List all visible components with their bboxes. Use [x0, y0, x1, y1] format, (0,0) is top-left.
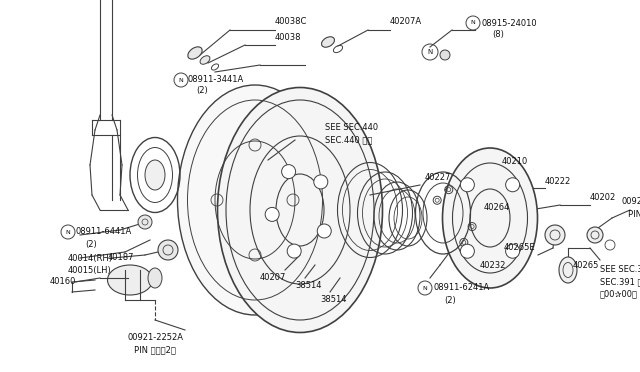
Text: 40015(LH): 40015(LH) — [68, 266, 112, 275]
Ellipse shape — [559, 257, 577, 283]
Circle shape — [440, 50, 450, 60]
Ellipse shape — [177, 85, 333, 315]
Text: N: N — [470, 20, 476, 26]
Text: N: N — [428, 49, 433, 55]
Circle shape — [460, 178, 474, 192]
Text: 38514: 38514 — [320, 295, 346, 305]
Circle shape — [506, 178, 520, 192]
Circle shape — [587, 227, 603, 243]
Circle shape — [158, 240, 178, 260]
Text: 40207A: 40207A — [390, 17, 422, 26]
Circle shape — [138, 215, 152, 229]
Text: 40038C: 40038C — [275, 17, 307, 26]
Text: 40264: 40264 — [484, 203, 510, 212]
Text: PIN ピン（2）: PIN ピン（2） — [628, 209, 640, 218]
Text: PIN ピン（2）: PIN ピン（2） — [134, 346, 176, 355]
Text: 00921-5402A: 00921-5402A — [622, 198, 640, 206]
Text: SEC.440 参照: SEC.440 参照 — [325, 135, 372, 144]
Text: 40160: 40160 — [50, 278, 76, 286]
Text: (2): (2) — [444, 295, 456, 305]
Ellipse shape — [148, 268, 162, 288]
Text: 40232: 40232 — [480, 260, 506, 269]
Ellipse shape — [108, 265, 152, 295]
Text: SEC.391 参照: SEC.391 参照 — [600, 278, 640, 286]
Text: 40227: 40227 — [425, 173, 451, 183]
Text: 00921-2252A: 00921-2252A — [127, 334, 183, 343]
Ellipse shape — [442, 148, 538, 288]
Text: (2): (2) — [196, 86, 208, 94]
Text: 40187: 40187 — [108, 253, 134, 263]
Text: N: N — [422, 285, 428, 291]
Circle shape — [460, 244, 474, 258]
Text: 40202: 40202 — [590, 193, 616, 202]
Circle shape — [317, 224, 332, 238]
Text: ・00✰00・: ・00✰00・ — [600, 289, 638, 298]
Ellipse shape — [321, 37, 335, 47]
Circle shape — [265, 208, 279, 221]
Text: N: N — [66, 230, 70, 234]
Ellipse shape — [145, 160, 165, 190]
Circle shape — [282, 165, 296, 179]
Text: 08915-24010: 08915-24010 — [481, 19, 536, 28]
Ellipse shape — [200, 56, 210, 64]
Circle shape — [545, 225, 565, 245]
Text: 38514: 38514 — [295, 280, 321, 289]
Text: (2): (2) — [85, 240, 97, 248]
Text: 08911-6441A: 08911-6441A — [76, 228, 132, 237]
Text: 40038: 40038 — [275, 32, 301, 42]
Text: 08911-3441A: 08911-3441A — [188, 76, 244, 84]
Circle shape — [287, 244, 301, 258]
Circle shape — [314, 175, 328, 189]
Text: 40222: 40222 — [545, 177, 572, 186]
Text: SEE SEC.391: SEE SEC.391 — [600, 266, 640, 275]
Text: (8): (8) — [492, 31, 504, 39]
Text: 40265: 40265 — [573, 260, 600, 269]
Text: 40014(RH): 40014(RH) — [68, 253, 113, 263]
Text: 40207: 40207 — [260, 273, 286, 282]
Text: 40210: 40210 — [502, 157, 528, 167]
Ellipse shape — [218, 87, 383, 333]
Text: N: N — [179, 77, 184, 83]
Ellipse shape — [188, 47, 202, 59]
Circle shape — [506, 244, 520, 258]
Text: 08911-6241A: 08911-6241A — [433, 283, 489, 292]
Text: SEE SEC.440: SEE SEC.440 — [325, 124, 378, 132]
Text: 40265E: 40265E — [504, 244, 535, 253]
